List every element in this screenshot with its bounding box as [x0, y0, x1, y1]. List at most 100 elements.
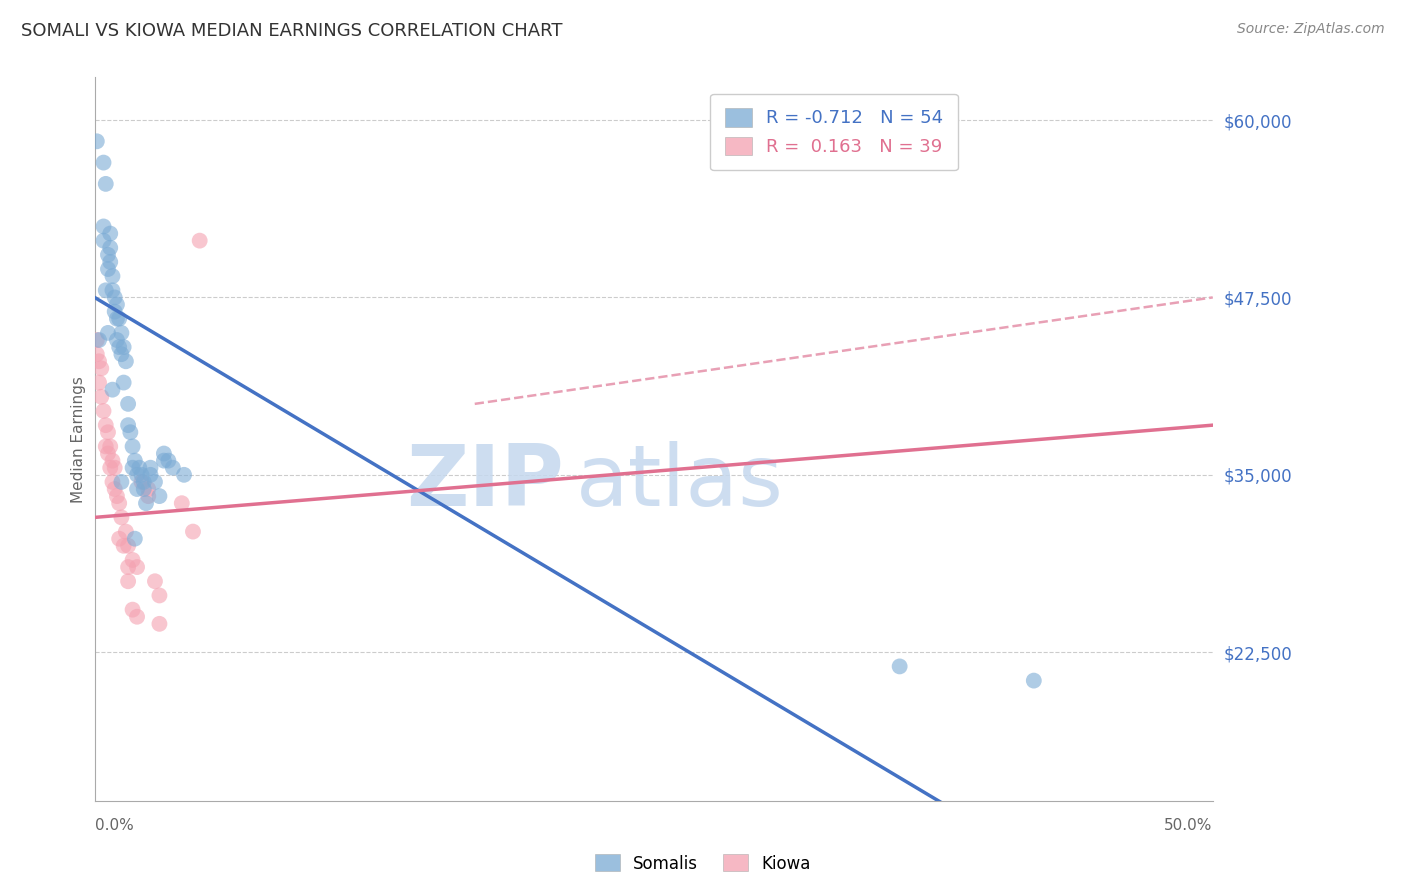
Point — [139, 467, 162, 482]
Point — [90, 361, 112, 376]
Text: SOMALI VS KIOWA MEDIAN EARNINGS CORRELATION CHART: SOMALI VS KIOWA MEDIAN EARNINGS CORRELAT… — [21, 22, 562, 40]
Point — [143, 475, 166, 489]
Point — [128, 460, 150, 475]
Point — [117, 574, 139, 589]
Point — [157, 453, 180, 467]
Point — [104, 290, 127, 304]
Point — [98, 439, 121, 453]
Point — [101, 453, 124, 467]
Point — [104, 460, 127, 475]
Point — [148, 589, 170, 603]
Point — [105, 311, 128, 326]
Point — [98, 460, 121, 475]
Point — [121, 602, 143, 616]
Point — [124, 453, 146, 467]
Point — [94, 439, 117, 453]
Text: atlas: atlas — [575, 442, 783, 524]
Point — [94, 418, 117, 433]
Point — [181, 524, 204, 539]
Point — [136, 482, 159, 496]
Point — [125, 467, 148, 482]
Point — [86, 333, 108, 347]
Point — [86, 347, 108, 361]
Point — [97, 326, 120, 340]
Point — [110, 347, 132, 361]
Point — [124, 532, 146, 546]
Point — [132, 475, 155, 489]
Point — [94, 283, 117, 297]
Point — [110, 326, 132, 340]
Point — [143, 574, 166, 589]
Point — [98, 255, 121, 269]
Point — [120, 425, 142, 440]
Point — [97, 262, 120, 277]
Point — [117, 560, 139, 574]
Point — [121, 553, 143, 567]
Point — [93, 155, 115, 169]
Point — [87, 354, 110, 368]
Point — [97, 248, 120, 262]
Point — [117, 539, 139, 553]
Point — [131, 475, 153, 489]
Point — [101, 283, 124, 297]
Point — [135, 496, 157, 510]
Point — [110, 475, 132, 489]
Point — [117, 397, 139, 411]
Point — [97, 425, 120, 440]
Point — [112, 340, 135, 354]
Text: 0.0%: 0.0% — [94, 818, 134, 833]
Point — [125, 482, 148, 496]
Point — [98, 241, 121, 255]
Point — [173, 467, 195, 482]
Point — [101, 475, 124, 489]
Point — [153, 446, 176, 460]
Point — [1022, 673, 1045, 688]
Point — [86, 134, 108, 148]
Point — [148, 489, 170, 503]
Point — [90, 390, 112, 404]
Point — [125, 609, 148, 624]
Point — [87, 333, 110, 347]
Point — [132, 482, 155, 496]
Point — [108, 340, 131, 354]
Point — [115, 524, 138, 539]
Point — [148, 616, 170, 631]
Point — [170, 496, 193, 510]
Point — [162, 460, 184, 475]
Point — [87, 376, 110, 390]
Point — [93, 234, 115, 248]
Text: 50.0%: 50.0% — [1164, 818, 1213, 833]
Point — [112, 539, 135, 553]
Point — [101, 269, 124, 284]
Point — [136, 489, 159, 503]
Point — [105, 489, 128, 503]
Point — [108, 311, 131, 326]
Point — [110, 510, 132, 524]
Point — [93, 404, 115, 418]
Point — [98, 227, 121, 241]
Point — [104, 482, 127, 496]
Point — [101, 383, 124, 397]
Point — [94, 177, 117, 191]
Legend: R = -0.712   N = 54, R =  0.163   N = 39: R = -0.712 N = 54, R = 0.163 N = 39 — [710, 94, 957, 170]
Point — [153, 453, 176, 467]
Point — [108, 496, 131, 510]
Point — [115, 354, 138, 368]
Point — [108, 532, 131, 546]
Point — [93, 219, 115, 234]
Text: ZIP: ZIP — [406, 442, 564, 524]
Point — [139, 460, 162, 475]
Point — [104, 304, 127, 318]
Point — [121, 439, 143, 453]
Point — [105, 333, 128, 347]
Point — [97, 446, 120, 460]
Text: Source: ZipAtlas.com: Source: ZipAtlas.com — [1237, 22, 1385, 37]
Point — [121, 460, 143, 475]
Point — [112, 376, 135, 390]
Point — [125, 560, 148, 574]
Point — [889, 659, 911, 673]
Point — [105, 297, 128, 311]
Point — [131, 467, 153, 482]
Point — [188, 234, 211, 248]
Point — [117, 418, 139, 433]
